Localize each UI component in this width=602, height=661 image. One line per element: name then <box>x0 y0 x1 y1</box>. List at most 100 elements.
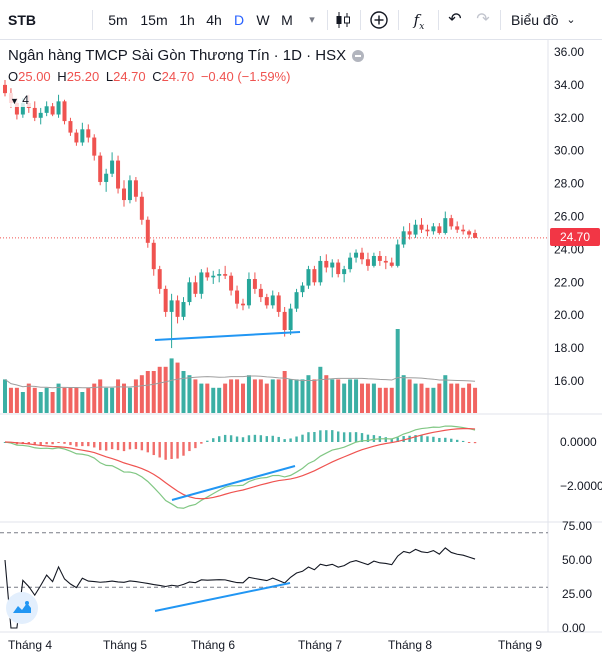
candle-body <box>407 231 412 235</box>
volume-bar <box>300 379 305 413</box>
timeframe-d[interactable]: D <box>233 12 245 28</box>
candle-body <box>461 229 466 232</box>
close-label: C <box>152 69 162 84</box>
candle-body <box>68 121 73 133</box>
candle-body <box>133 180 138 197</box>
legend-collapse-icon[interactable] <box>352 50 365 63</box>
macd-histogram-bar <box>259 435 263 442</box>
volume-bar <box>127 387 132 413</box>
macd-histogram-bar <box>384 437 387 442</box>
volume-bar <box>62 387 67 413</box>
timeframe-1h[interactable]: 1h <box>179 12 195 28</box>
macd-signal-line <box>4 428 476 500</box>
volume-bar <box>437 383 442 413</box>
volume-bar <box>449 383 454 413</box>
candle-body <box>74 132 79 143</box>
candle-body <box>467 231 472 235</box>
volume-bar <box>455 383 460 413</box>
macd-histogram-bar <box>325 430 328 442</box>
volume-bar <box>223 383 228 413</box>
macd-histogram-bar <box>75 442 78 447</box>
time-tick-label: Tháng 7 <box>298 638 342 652</box>
candle-body <box>365 259 370 266</box>
macd-histogram-bar <box>450 438 453 442</box>
timeframe-w[interactable]: W <box>256 12 270 28</box>
macd-histogram-bar <box>301 434 304 442</box>
candle-body <box>419 224 424 230</box>
macd-histogram-bar <box>247 435 251 442</box>
candle-body <box>127 180 132 201</box>
time-tick-label: Tháng 9 <box>498 638 542 652</box>
volume-bar <box>389 387 394 413</box>
volume-bar <box>193 379 198 413</box>
volume-bar <box>264 383 269 413</box>
timeframe-15m[interactable]: 15m <box>140 12 168 28</box>
macd-histogram-bar <box>289 438 292 442</box>
studies-toggle[interactable]: ▼ 4 <box>8 93 31 107</box>
volume-bar <box>443 375 448 413</box>
macd-histogram-bar <box>438 437 441 442</box>
candle-body <box>389 262 394 266</box>
macd-histogram-bar <box>200 442 203 444</box>
volume-bar <box>324 375 329 413</box>
price-tick-label: 22.00 <box>554 275 584 289</box>
candle-body <box>199 272 204 294</box>
volume-bar <box>8 387 13 413</box>
toolbar-divider <box>500 10 501 30</box>
add-compare-icon[interactable] <box>368 8 390 32</box>
volume-bar <box>348 379 353 413</box>
macd-histogram-bar <box>194 442 197 449</box>
indicators-icon[interactable]: fx <box>413 11 425 32</box>
volume-bar <box>383 387 388 413</box>
candle-body <box>3 84 7 94</box>
volume-bar <box>116 379 121 413</box>
macd-histogram-bar <box>69 442 72 446</box>
legend-title: Ngân hàng TMCP Sài Gòn Thương Tín · 1D ·… <box>8 47 347 64</box>
timeframe-m[interactable]: M <box>281 12 293 28</box>
candle-body <box>300 285 305 293</box>
candle-body <box>205 272 210 278</box>
volume-bar <box>169 358 174 413</box>
candle-body <box>80 129 85 143</box>
macd-histogram-bar <box>467 442 471 443</box>
macd-histogram-bar <box>81 442 84 447</box>
macd-histogram-bar <box>134 442 138 450</box>
high-label: H <box>57 69 67 84</box>
macd-histogram-bar <box>158 442 161 458</box>
timeframe-5m[interactable]: 5m <box>108 12 128 28</box>
timeframe-4h[interactable]: 4h <box>206 12 222 28</box>
symbol-search-button[interactable]: STB <box>8 12 36 28</box>
candle-body <box>330 262 335 268</box>
volume-bar <box>365 383 370 413</box>
volume-bar <box>407 379 412 413</box>
macd-histogram-bar <box>170 442 173 459</box>
volume-bar <box>98 379 103 413</box>
macd-histogram-bar <box>235 436 239 442</box>
chevron-down-icon[interactable]: ⌄ <box>566 14 576 26</box>
undo-icon[interactable]: ↶ <box>448 11 462 28</box>
chevron-down-icon[interactable]: ▾ <box>309 14 315 26</box>
macd-histogram-bar <box>57 442 60 443</box>
candles-icon[interactable] <box>333 8 353 32</box>
candle-body <box>50 106 55 115</box>
chart-type-label[interactable]: Biểu đồ <box>511 12 559 28</box>
volume-bar <box>360 383 364 413</box>
tradingview-logo-icon[interactable] <box>6 592 38 624</box>
volume-bar <box>26 383 31 413</box>
redo-icon[interactable]: ↷ <box>476 11 490 28</box>
chart-canvas[interactable]: 36.0034.0032.0030.0028.0026.0024.0022.00… <box>0 40 602 661</box>
volume-bar <box>32 387 37 413</box>
price-trendline <box>154 331 301 341</box>
macd-histogram-bar <box>319 430 322 442</box>
volume-bar <box>246 375 251 413</box>
macd-histogram-bar <box>99 442 102 451</box>
price-tick-label: 28.00 <box>554 177 584 191</box>
toolbar-divider <box>360 10 361 30</box>
macd-line <box>4 425 476 509</box>
candle-body <box>32 107 37 118</box>
volume-bar <box>133 379 138 413</box>
volume-bar <box>56 383 61 413</box>
macd-histogram-bar <box>432 436 435 442</box>
macd-histogram-bar <box>63 442 66 444</box>
